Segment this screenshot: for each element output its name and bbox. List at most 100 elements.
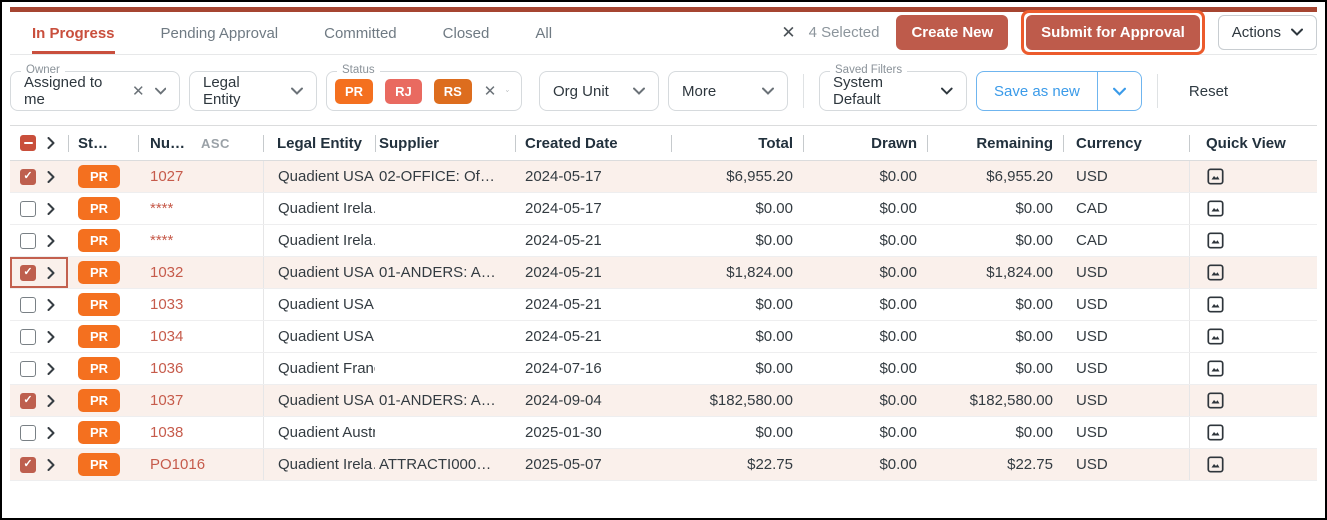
number-link[interactable]: PO1016 xyxy=(150,456,206,473)
column-header-total[interactable]: Total xyxy=(671,135,803,152)
reset-filters-button[interactable]: Reset xyxy=(1188,82,1229,100)
status-chip-rj[interactable]: RJ xyxy=(385,78,422,104)
expand-row-icon[interactable] xyxy=(47,202,55,215)
row-checkbox[interactable] xyxy=(20,328,36,345)
table-row[interactable]: PR **** Quadient Irela… 2024-05-21 $0.00… xyxy=(10,225,1317,257)
table-row[interactable]: PR 1033 Quadient USA 2024-05-21 $0.00 $0… xyxy=(10,289,1317,321)
row-checkbox[interactable] xyxy=(20,424,36,441)
column-header-quick-view[interactable]: Quick View xyxy=(1189,135,1317,152)
number-link[interactable]: 1037 xyxy=(150,392,184,409)
number-link[interactable]: 1034 xyxy=(150,328,184,345)
table-row[interactable]: PR 1037 Quadient USA 01-ANDERS: A… 2024-… xyxy=(10,385,1317,417)
number-link[interactable]: **** xyxy=(150,232,174,249)
quick-view-icon[interactable] xyxy=(1207,328,1224,345)
number-link[interactable]: 1033 xyxy=(150,296,184,313)
table-row[interactable]: PR **** Quadient Irela… 2024-05-17 $0.00… xyxy=(10,193,1317,225)
status-filter[interactable]: Status PR RJ RS ✕ xyxy=(326,64,522,111)
remaining-cell: $182,580.00 xyxy=(969,392,1053,409)
table-row[interactable]: PR 1034 Quadient USA 2024-05-21 $0.00 $0… xyxy=(10,321,1317,353)
row-checkbox[interactable] xyxy=(20,200,36,217)
submit-for-approval-button[interactable]: Submit for Approval xyxy=(1026,14,1200,50)
expand-row-icon[interactable] xyxy=(47,266,55,279)
column-header-supplier[interactable]: Supplier xyxy=(375,135,515,152)
chevron-down-icon xyxy=(941,87,953,95)
row-checkbox[interactable] xyxy=(20,168,36,185)
select-all-checkbox[interactable] xyxy=(20,135,36,151)
owner-clear-icon[interactable]: ✕ xyxy=(132,82,145,100)
chevron-down-icon[interactable] xyxy=(506,87,509,95)
total-cell: $0.00 xyxy=(755,328,793,345)
number-link[interactable]: 1032 xyxy=(150,264,184,281)
status-chip-pr[interactable]: PR xyxy=(335,78,374,104)
table-row[interactable]: PR 1032 Quadient USA 01-ANDERS: A… 2024-… xyxy=(10,257,1317,289)
tab-all[interactable]: All xyxy=(535,24,553,42)
column-header-status[interactable]: St… xyxy=(68,135,138,152)
expand-row-icon[interactable] xyxy=(47,362,55,375)
row-checkbox[interactable] xyxy=(20,296,36,313)
column-header-drawn[interactable]: Drawn xyxy=(803,135,927,152)
expand-row-icon[interactable] xyxy=(47,170,55,183)
table-row[interactable]: PR 1027 Quadient USA 02-OFFICE: Of… 2024… xyxy=(10,161,1317,193)
quick-view-icon[interactable] xyxy=(1207,456,1224,473)
number-link[interactable]: 1027 xyxy=(150,168,184,185)
number-link[interactable]: 1036 xyxy=(150,360,184,377)
quick-view-icon[interactable] xyxy=(1207,200,1224,217)
table-row[interactable]: PR 1038 Quadient Austr… 2025-01-30 $0.00… xyxy=(10,417,1317,449)
actions-dropdown-button[interactable]: Actions xyxy=(1217,14,1317,50)
quick-view-cell xyxy=(1189,353,1317,384)
more-filter[interactable]: More xyxy=(668,71,788,111)
row-select-cell xyxy=(10,321,68,352)
row-checkbox[interactable] xyxy=(20,232,36,249)
table-row[interactable]: PR PO1016 Quadient Irela… ATTRACTI000… 2… xyxy=(10,449,1317,481)
status-cell: PR xyxy=(68,197,138,220)
row-checkbox[interactable] xyxy=(20,456,36,473)
status-clear-icon[interactable]: ✕ xyxy=(483,82,497,100)
quick-view-icon[interactable] xyxy=(1207,264,1224,281)
quick-view-cell xyxy=(1189,193,1317,224)
actions-label: Actions xyxy=(1231,23,1281,41)
quick-view-icon[interactable] xyxy=(1207,232,1224,249)
expand-row-icon[interactable] xyxy=(47,426,55,439)
saved-filters-dropdown[interactable]: Saved Filters System Default xyxy=(819,64,967,111)
expand-all-icon[interactable] xyxy=(47,137,55,149)
number-link[interactable]: **** xyxy=(150,200,174,217)
column-header-number[interactable]: Nu… ASC xyxy=(138,135,263,152)
expand-row-icon[interactable] xyxy=(47,394,55,407)
selected-count: 4 Selected xyxy=(808,23,880,41)
org-unit-filter[interactable]: Org Unit xyxy=(539,71,659,111)
row-checkbox[interactable] xyxy=(20,264,36,281)
table-row[interactable]: PR 1036 Quadient France 2024-07-16 $0.00… xyxy=(10,353,1317,385)
legal-entity-filter[interactable]: Legal Entity xyxy=(189,71,317,111)
create-new-button[interactable]: Create New xyxy=(896,14,1009,50)
status-chip-rs[interactable]: RS xyxy=(433,78,472,104)
tab-in-progress[interactable]: In Progress xyxy=(32,12,115,54)
column-header-remaining[interactable]: Remaining xyxy=(927,135,1063,152)
quick-view-icon[interactable] xyxy=(1207,296,1224,313)
save-as-new-dropdown[interactable] xyxy=(1096,72,1141,110)
expand-row-icon[interactable] xyxy=(47,330,55,343)
chevron-down-icon[interactable] xyxy=(154,87,166,95)
tab-closed[interactable]: Closed xyxy=(442,24,490,42)
total-cell: $1,824.00 xyxy=(726,264,793,281)
quick-view-icon[interactable] xyxy=(1207,424,1224,441)
quick-view-icon[interactable] xyxy=(1207,392,1224,409)
expand-row-icon[interactable] xyxy=(47,298,55,311)
expand-row-icon[interactable] xyxy=(47,458,55,471)
column-header-created-date[interactable]: Created Date xyxy=(515,135,671,152)
tab-pending-approval[interactable]: Pending Approval xyxy=(160,24,279,42)
column-header-currency[interactable]: Currency xyxy=(1063,135,1189,152)
quick-view-icon[interactable] xyxy=(1207,360,1224,377)
clear-selection-icon[interactable]: ✕ xyxy=(781,22,796,42)
number-link[interactable]: 1038 xyxy=(150,424,184,441)
tab-committed[interactable]: Committed xyxy=(324,24,397,42)
quick-view-icon[interactable] xyxy=(1207,168,1224,185)
row-checkbox[interactable] xyxy=(20,360,36,377)
row-checkbox[interactable] xyxy=(20,392,36,409)
save-as-new-button[interactable]: Save as new xyxy=(994,82,1080,100)
owner-filter[interactable]: Owner Assigned to me ✕ xyxy=(10,64,180,111)
column-header-legal-entity[interactable]: Legal Entity xyxy=(263,135,375,152)
expand-row-icon[interactable] xyxy=(47,234,55,247)
chevron-down-icon xyxy=(291,87,303,95)
currency-cell: CAD xyxy=(1076,200,1108,217)
